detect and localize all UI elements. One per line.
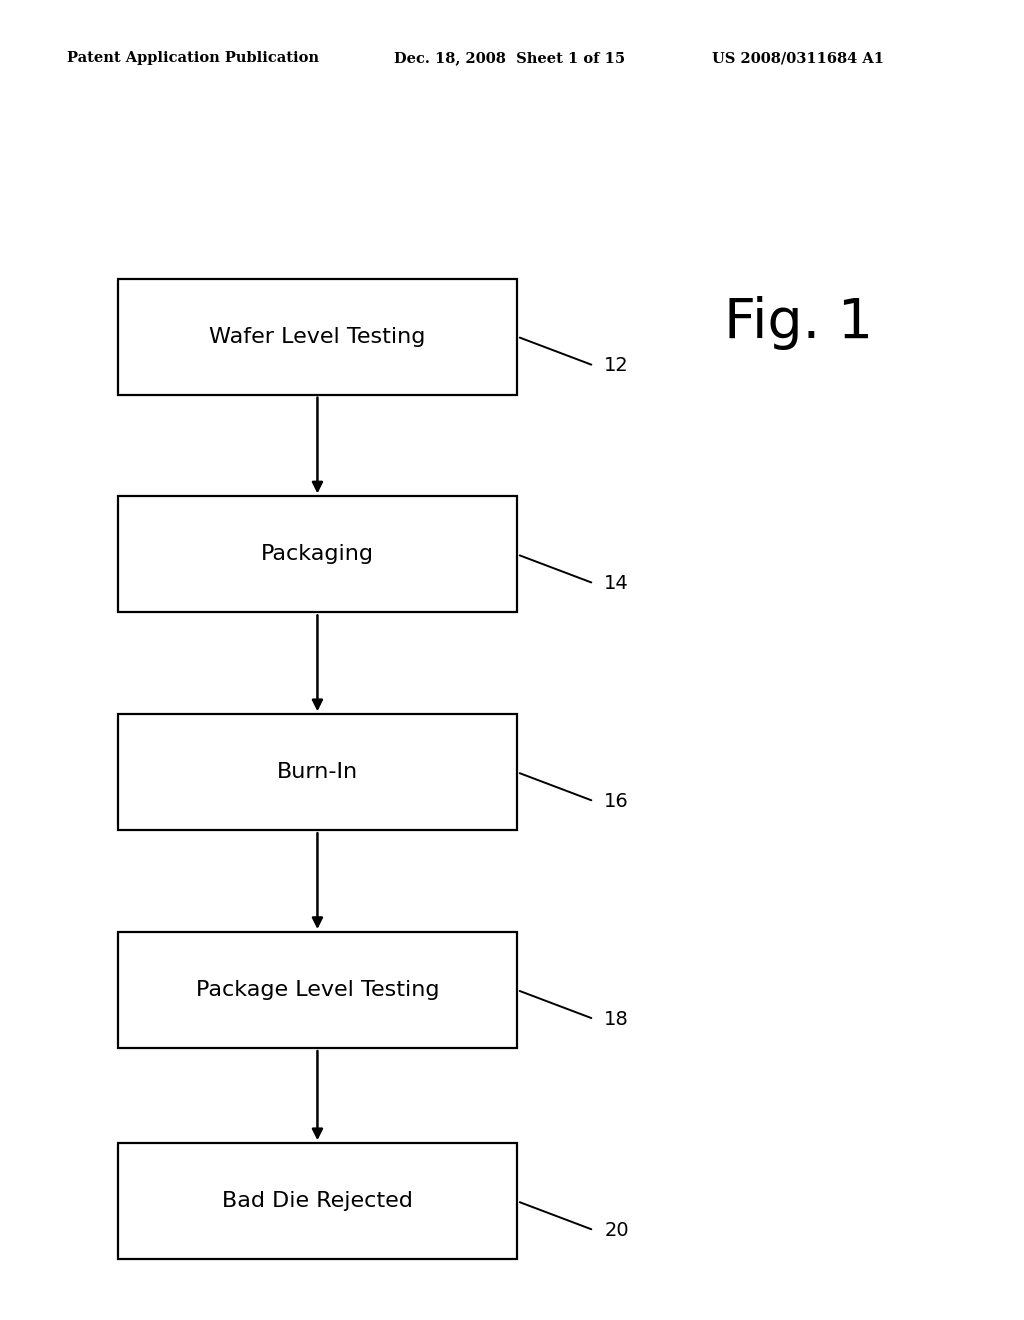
Text: 16: 16 — [604, 792, 629, 810]
Text: Patent Application Publication: Patent Application Publication — [67, 51, 318, 65]
Text: 12: 12 — [604, 356, 629, 375]
Text: Burn-In: Burn-In — [276, 762, 358, 783]
Text: 14: 14 — [604, 574, 629, 593]
Text: 20: 20 — [604, 1221, 629, 1239]
Text: Packaging: Packaging — [261, 544, 374, 565]
Text: Fig. 1: Fig. 1 — [724, 297, 873, 350]
Text: Dec. 18, 2008  Sheet 1 of 15: Dec. 18, 2008 Sheet 1 of 15 — [394, 51, 626, 65]
Text: Wafer Level Testing: Wafer Level Testing — [209, 326, 426, 347]
Text: US 2008/0311684 A1: US 2008/0311684 A1 — [712, 51, 884, 65]
Text: Bad Die Rejected: Bad Die Rejected — [222, 1191, 413, 1212]
Bar — [118, 1143, 517, 1259]
Bar — [118, 932, 517, 1048]
Bar — [118, 496, 517, 612]
Text: 18: 18 — [604, 1010, 629, 1028]
Text: Package Level Testing: Package Level Testing — [196, 979, 439, 1001]
Bar — [118, 714, 517, 830]
Bar — [118, 279, 517, 395]
